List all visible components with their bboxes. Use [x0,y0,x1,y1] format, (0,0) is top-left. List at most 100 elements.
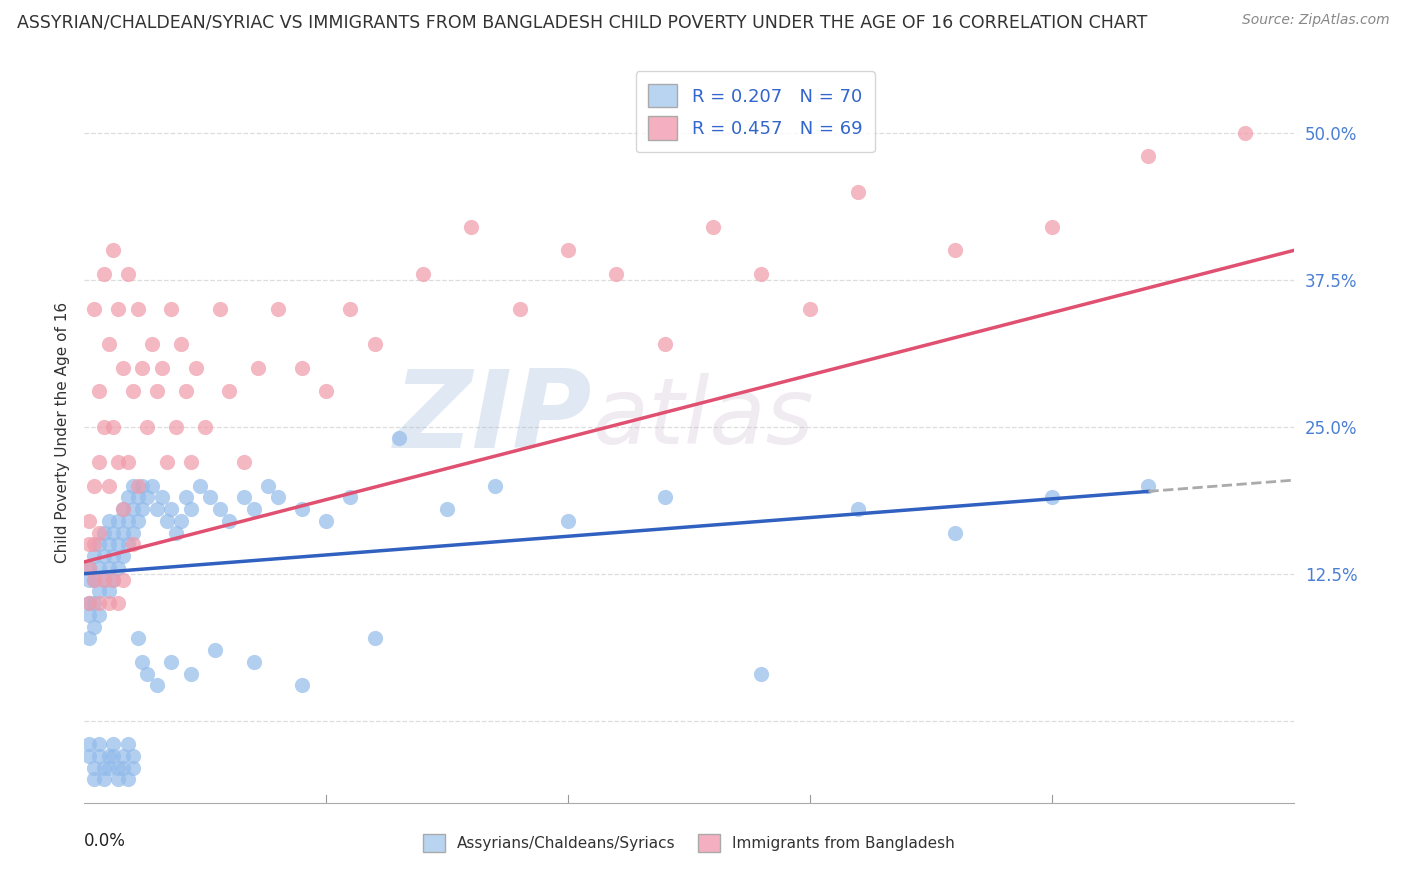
Point [460,219,482,234]
Point [339,302,361,317]
Point [799,302,821,317]
Point [103,549,125,563]
Point [141,337,163,351]
Point [97,478,120,492]
Point [1040,219,1063,234]
Point [87,607,110,622]
Legend: Assyrians/Chaldeans/Syriacs, Immigrants from Bangladesh: Assyrians/Chaldeans/Syriacs, Immigrants … [418,829,960,858]
Point [146,384,169,399]
Point [121,525,143,540]
Point [87,561,110,575]
Point [190,478,212,492]
Point [112,361,135,376]
Point [77,561,100,575]
Point [436,502,458,516]
Point [242,655,264,669]
Point [141,478,163,492]
Point [198,490,221,504]
Point [1234,126,1257,140]
Point [121,748,143,763]
Point [208,302,231,317]
Point [233,490,256,504]
Point [218,514,240,528]
Point [194,419,217,434]
Point [315,514,337,528]
Point [155,455,177,469]
Point [1040,490,1063,504]
Point [87,737,110,751]
Point [83,760,105,774]
Point [247,361,270,376]
Point [97,537,120,551]
Point [155,514,177,528]
Point [117,267,139,281]
Point [112,748,135,763]
Point [267,490,290,504]
Point [204,643,226,657]
Point [160,502,183,516]
Point [93,573,115,587]
Text: atlas: atlas [592,373,814,463]
Point [363,337,385,351]
Point [77,607,100,622]
Point [150,361,173,376]
Y-axis label: Child Poverty Under the Age of 16: Child Poverty Under the Age of 16 [55,302,70,563]
Point [83,619,105,633]
Point [117,490,139,504]
Point [180,666,202,681]
Point [174,490,197,504]
Point [112,549,135,563]
Point [160,302,183,317]
Point [93,772,115,787]
Point [702,219,724,234]
Point [83,573,105,587]
Point [107,760,129,774]
Point [97,748,120,763]
Point [103,573,125,587]
Point [160,655,183,669]
Point [121,384,143,399]
Point [943,525,966,540]
Point [83,302,105,317]
Point [315,384,337,399]
Point [557,514,579,528]
Point [97,760,120,774]
Point [112,502,135,516]
Point [87,384,110,399]
Point [87,525,110,540]
Point [131,478,153,492]
Point [117,514,139,528]
Point [97,561,120,575]
Point [127,490,149,504]
Point [77,514,100,528]
Point [146,678,169,692]
Point [150,490,173,504]
Point [107,302,129,317]
Point [267,302,290,317]
Point [1137,478,1160,492]
Point [233,455,256,469]
Text: 0.0%: 0.0% [84,832,127,850]
Point [257,478,280,492]
Point [107,772,129,787]
Point [117,772,139,787]
Point [103,573,125,587]
Point [103,737,125,751]
Text: Source: ZipAtlas.com: Source: ZipAtlas.com [1241,13,1389,28]
Point [83,596,105,610]
Point [136,419,159,434]
Point [136,666,159,681]
Point [103,525,125,540]
Point [121,478,143,492]
Point [83,478,105,492]
Point [339,490,361,504]
Point [77,596,100,610]
Point [112,525,135,540]
Point [218,384,240,399]
Point [83,573,105,587]
Point [1137,149,1160,163]
Point [117,737,139,751]
Point [180,455,202,469]
Point [112,573,135,587]
Point [208,502,231,516]
